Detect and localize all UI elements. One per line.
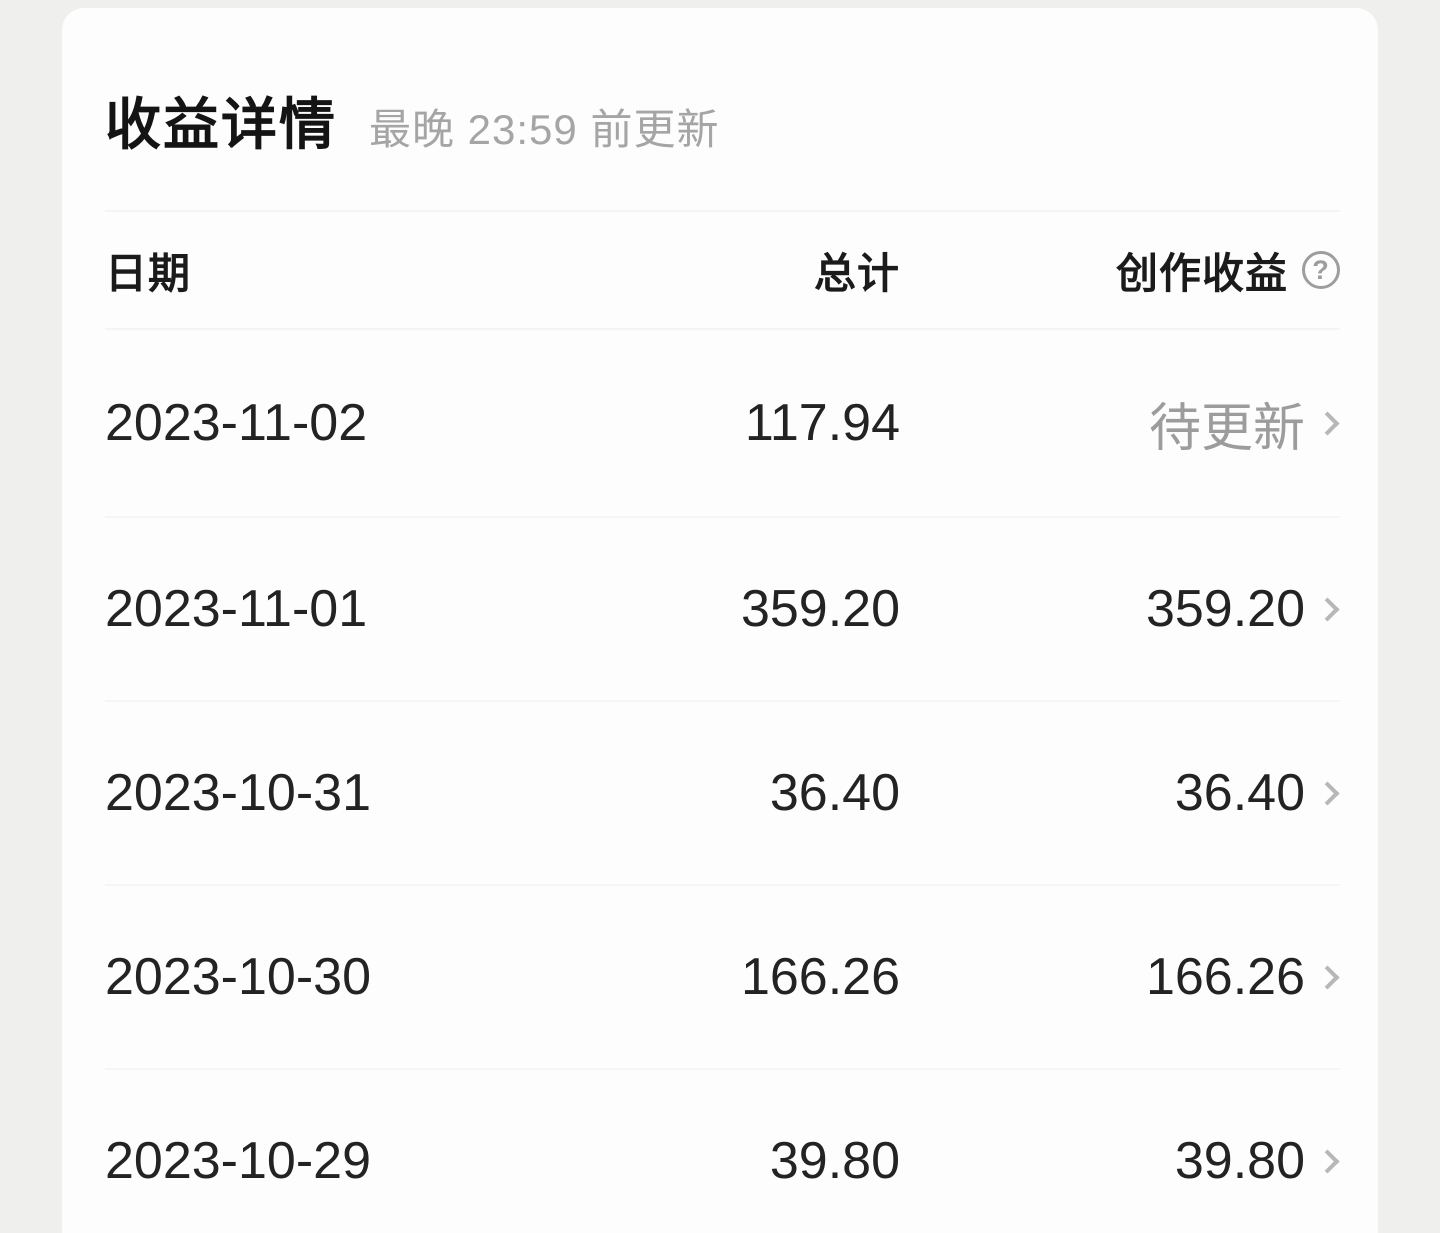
help-icon[interactable]: ?: [1302, 251, 1340, 289]
row-date: 2023-11-02: [105, 394, 368, 452]
row-total: 117.94: [744, 394, 900, 452]
earnings-row[interactable]: 2023-10-31 36.40 36.40: [105, 702, 1340, 886]
page-title: 收益详情: [105, 93, 337, 156]
row-creation-value: 36.40: [1174, 764, 1305, 822]
row-total: 359.20: [740, 580, 900, 638]
row-date: 2023-10-30: [105, 948, 371, 1006]
row-creation-value: 166.26: [1145, 948, 1305, 1006]
row-total: 39.80: [769, 1132, 900, 1190]
row-creation-value: 39.80: [1174, 1132, 1305, 1190]
chevron-right-icon: [1315, 596, 1340, 622]
earnings-row[interactable]: 2023-10-29 39.80 39.80: [105, 1070, 1340, 1233]
row-creation-cell: 39.80: [900, 1131, 1340, 1191]
update-time-note: 最晚 23:59 前更新: [369, 106, 720, 153]
column-header-creation: 创作收益 ?: [900, 240, 1340, 301]
column-header-total: 总计: [813, 249, 900, 297]
card-header: 收益详情 最晚 23:59 前更新: [105, 8, 1340, 157]
row-creation-cell: 36.40: [900, 763, 1340, 823]
row-creation-cell: 166.26: [900, 947, 1340, 1007]
chevron-right-icon: [1315, 410, 1340, 436]
row-creation-cell: 359.20: [900, 579, 1340, 639]
column-header-date: 日期: [105, 249, 192, 297]
row-date: 2023-10-29: [105, 1132, 371, 1190]
row-total: 166.26: [740, 948, 900, 1006]
earnings-card: 收益详情 最晚 23:59 前更新 日期 总计 创作收益 ? 2023-11-0…: [62, 8, 1378, 1233]
earnings-row[interactable]: 2023-11-01 359.20 359.20: [105, 518, 1340, 702]
chevron-right-icon: [1315, 964, 1340, 990]
row-total: 36.40: [769, 764, 900, 822]
table-header: 日期 总计 创作收益 ?: [105, 210, 1340, 330]
row-date: 2023-10-31: [105, 764, 371, 822]
row-date: 2023-11-01: [105, 580, 368, 638]
column-header-creation-label: 创作收益: [1115, 249, 1288, 297]
chevron-right-icon: [1315, 780, 1340, 806]
earnings-row[interactable]: 2023-10-30 166.26 166.26: [105, 886, 1340, 1070]
row-creation-value: 359.20: [1145, 580, 1305, 638]
row-creation-cell: 待更新: [900, 386, 1340, 461]
row-creation-value: 待更新: [1148, 399, 1305, 458]
earnings-row[interactable]: 2023-11-02 117.94 待更新: [105, 330, 1340, 518]
earnings-table-body: 2023-11-02 117.94 待更新 2023-11-01 359.20 …: [105, 330, 1340, 1233]
chevron-right-icon: [1315, 1148, 1340, 1174]
